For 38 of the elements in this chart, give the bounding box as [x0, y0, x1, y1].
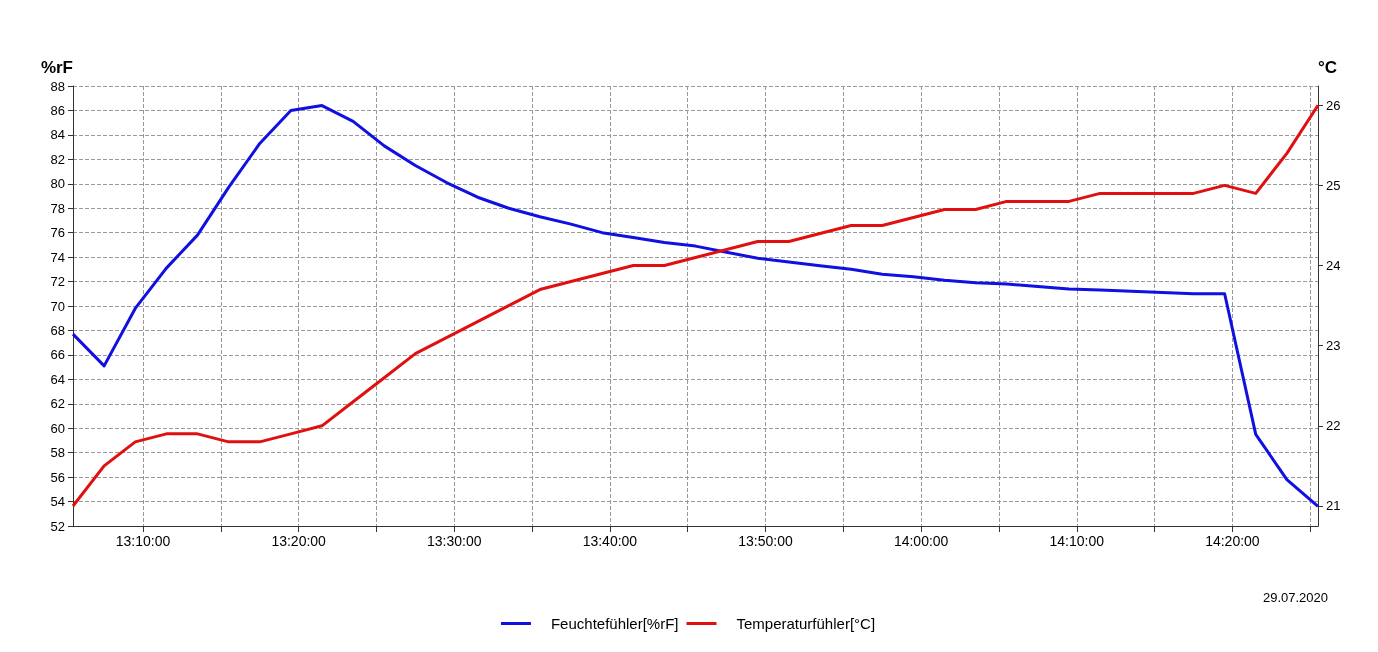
y-tick-label: 64	[50, 371, 65, 387]
y2-tick-label: 22	[1326, 418, 1341, 434]
y-axis-title: %rF	[40, 58, 73, 77]
y2-tick-label: 23	[1326, 338, 1341, 354]
legend-label: Temperaturfühler[°C]	[736, 615, 876, 632]
y-tick-label: 78	[50, 200, 65, 216]
y-tick-label: 70	[50, 298, 65, 314]
y-tick-label: 60	[50, 420, 65, 436]
y2-tick-label: 24	[1326, 258, 1341, 274]
y-tick-label: 88	[50, 78, 65, 94]
x-tick-label: 14:00:00	[893, 533, 949, 549]
legend-label: Feuchtefühler[%rF]	[550, 615, 679, 632]
y2-tick-label: 25	[1326, 177, 1341, 193]
y-tick-label: 54	[50, 494, 65, 510]
y-tick-label: 66	[50, 347, 65, 363]
x-tick-label: 13:10:00	[115, 533, 171, 549]
y-tick-label: 52	[50, 518, 65, 534]
y2-axis-title: °C	[1318, 58, 1338, 77]
y-tick-label: 86	[50, 102, 65, 118]
x-tick-label: 13:30:00	[427, 533, 482, 549]
text: 29.07.2020	[1262, 590, 1329, 605]
y-tick-label: 56	[50, 469, 65, 485]
x-tick-label: 13:50:00	[738, 533, 793, 549]
y-tick-label: 62	[50, 396, 65, 412]
y-tick-label: 80	[50, 176, 65, 192]
x-tick-label: 13:20:00	[271, 533, 327, 549]
y-tick-label: 76	[50, 225, 65, 241]
y-tick-label: 74	[50, 249, 65, 265]
y2-tick-label: 26	[1326, 97, 1341, 113]
y-tick-label: 68	[50, 322, 65, 338]
y-tick-label: 58	[50, 445, 65, 461]
x-tick-label: 14:20:00	[1205, 533, 1260, 549]
x-tick-label: 13:40:00	[582, 533, 638, 549]
x-tick-label: 14:10:00	[1049, 533, 1105, 549]
y-tick-label: 72	[50, 274, 65, 290]
y-tick-label: 84	[50, 127, 65, 143]
y-tick-label: 82	[50, 151, 65, 167]
y2-tick-label: 21	[1326, 498, 1341, 514]
